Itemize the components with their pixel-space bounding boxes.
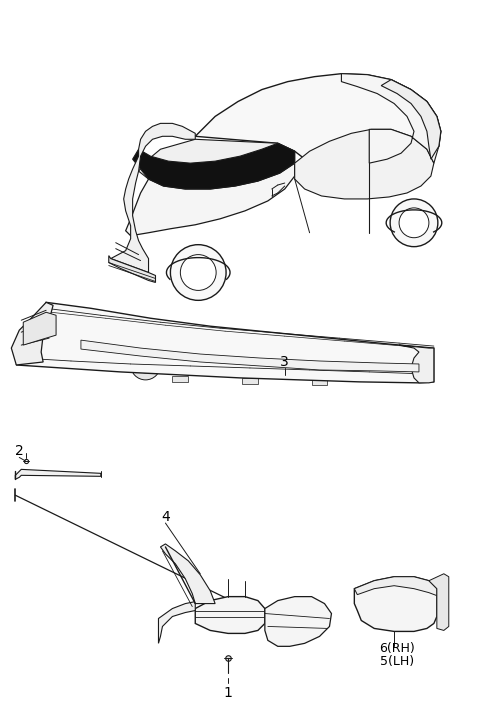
Polygon shape	[429, 574, 449, 631]
Circle shape	[246, 342, 254, 350]
Circle shape	[170, 245, 226, 300]
Circle shape	[291, 616, 299, 624]
Circle shape	[325, 346, 334, 354]
Polygon shape	[295, 130, 434, 199]
Text: 4: 4	[161, 510, 170, 524]
Circle shape	[376, 618, 386, 629]
Circle shape	[204, 610, 212, 618]
Circle shape	[138, 357, 154, 373]
Polygon shape	[195, 597, 265, 634]
Text: 2: 2	[15, 444, 24, 459]
Circle shape	[390, 199, 438, 247]
Text: 5(LH): 5(LH)	[380, 654, 414, 667]
Polygon shape	[23, 312, 56, 345]
Circle shape	[286, 344, 294, 352]
Circle shape	[287, 613, 302, 629]
Polygon shape	[132, 143, 295, 189]
Polygon shape	[12, 302, 53, 365]
Polygon shape	[109, 256, 156, 282]
Text: 1: 1	[224, 686, 232, 700]
Polygon shape	[341, 73, 441, 163]
Polygon shape	[126, 163, 295, 235]
FancyBboxPatch shape	[242, 378, 258, 384]
Circle shape	[180, 255, 216, 290]
Polygon shape	[195, 73, 441, 179]
Circle shape	[405, 608, 417, 619]
Circle shape	[204, 619, 212, 627]
Text: 6(RH): 6(RH)	[379, 642, 415, 654]
Polygon shape	[81, 340, 419, 372]
Polygon shape	[399, 345, 434, 383]
FancyBboxPatch shape	[172, 376, 188, 382]
Polygon shape	[354, 577, 437, 595]
Polygon shape	[139, 139, 295, 189]
Polygon shape	[354, 577, 437, 631]
Polygon shape	[381, 80, 441, 159]
Polygon shape	[265, 597, 332, 647]
Polygon shape	[15, 469, 101, 480]
Polygon shape	[111, 123, 195, 272]
Text: 3: 3	[280, 355, 289, 369]
Polygon shape	[158, 602, 195, 644]
Circle shape	[248, 610, 256, 618]
Circle shape	[377, 605, 385, 613]
FancyBboxPatch shape	[312, 379, 327, 385]
Circle shape	[399, 208, 429, 238]
Circle shape	[373, 600, 389, 616]
Polygon shape	[16, 302, 434, 383]
Circle shape	[131, 350, 160, 380]
Circle shape	[408, 611, 414, 616]
Polygon shape	[160, 544, 215, 603]
